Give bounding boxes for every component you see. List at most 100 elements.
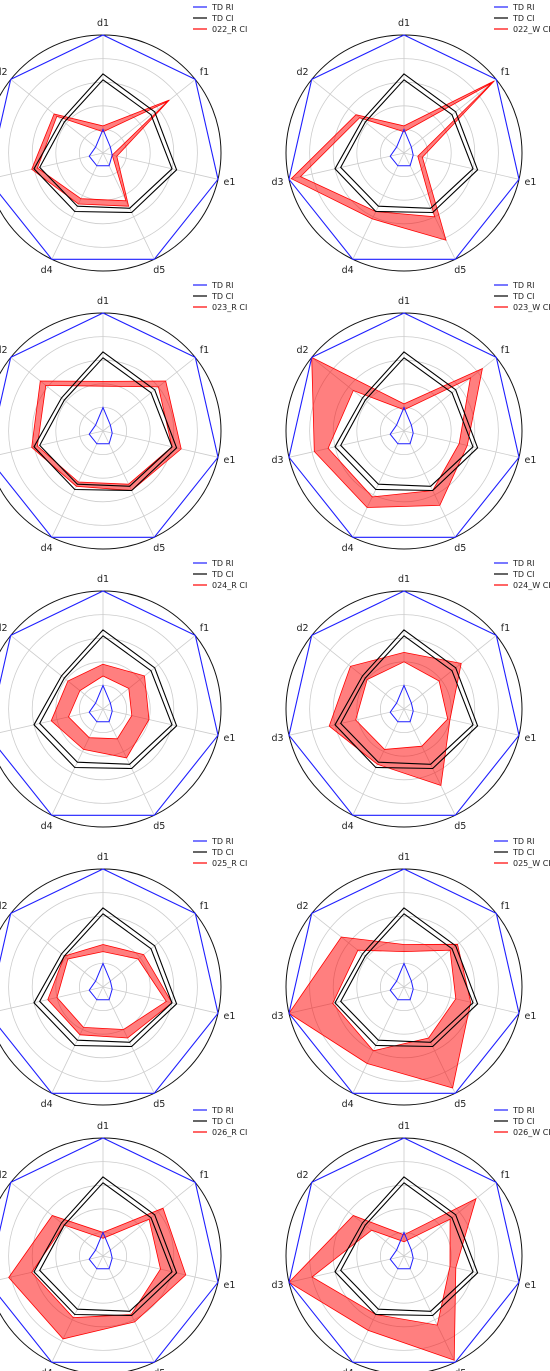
legend-label: TD RI (211, 281, 234, 290)
td-ci-upper (33, 1176, 178, 1317)
axis-label-d1: d1 (398, 574, 410, 585)
axis-label-d2: d2 (296, 901, 308, 912)
axis-label-d3: d3 (271, 177, 283, 188)
axis-label-d5: d5 (153, 821, 165, 832)
axis-label-e1: e1 (224, 1011, 236, 1022)
legend-label: TD CI (512, 848, 535, 857)
grid-spoke (0, 152, 104, 177)
axis-label-f1: f1 (200, 901, 209, 912)
td-ci-upper (33, 907, 178, 1048)
axis-label-d1: d1 (398, 296, 410, 307)
axis-label-d1: d1 (97, 18, 109, 29)
td-ri-outline (0, 1137, 219, 1363)
grid-spoke (102, 708, 155, 816)
grid-spoke (403, 1255, 520, 1283)
legend-label: 023_R CI (212, 303, 247, 312)
grid-spoke (102, 79, 196, 154)
grid-spoke (403, 79, 497, 154)
td-ri-inner (88, 684, 113, 723)
grid-spoke (0, 1255, 104, 1280)
axis-label-d4: d4 (342, 265, 354, 276)
axis-label-f1: f1 (501, 1170, 510, 1181)
ci-band (31, 99, 170, 207)
td-ri-outline (0, 34, 219, 260)
axis-label-d4: d4 (41, 1368, 53, 1371)
axis-label-f1: f1 (501, 623, 510, 634)
legend: TD RI TD CI 026_W CI (494, 1106, 550, 1137)
axis-label-d3: d3 (271, 1011, 283, 1022)
grid-spoke (102, 708, 219, 736)
td-ri-inner (389, 684, 414, 723)
legend: TD RI TD CI 024_W CI (494, 559, 550, 590)
td-ri-inner (389, 406, 414, 445)
grid-spoke (102, 913, 196, 988)
td-ri-inner (88, 128, 113, 167)
legend-label: 024_W CI (513, 581, 550, 590)
td-ci-upper (334, 73, 479, 214)
grid-spoke (288, 152, 405, 180)
axis-label-f1: f1 (200, 67, 209, 78)
ci-band (31, 380, 182, 491)
legend-label: 026_R CI (212, 1128, 247, 1137)
axis-label-d5: d5 (454, 821, 466, 832)
grid-spoke (0, 430, 104, 455)
td-ci-upper (334, 351, 479, 492)
axis-label-e1: e1 (525, 1011, 537, 1022)
radar-chart-5: d1 f1 e1 d5 d4 d3 d2 TD RI TD CI 024_W CI (271, 559, 550, 832)
td-ri-inner (88, 1231, 113, 1270)
td-ci-upper (334, 907, 479, 1048)
axis-label-d5: d5 (153, 265, 165, 276)
td-ri-outline (288, 34, 520, 260)
legend: TD RI TD CI 025_R CI (193, 837, 247, 868)
grid-spoke (102, 635, 196, 710)
axis-label-d3: d3 (271, 1280, 283, 1291)
grid-spoke (10, 635, 104, 710)
axis-label-e1: e1 (224, 455, 236, 466)
axis-label-f1: f1 (501, 345, 510, 356)
grid-spoke (0, 708, 104, 733)
axis-label-d5: d5 (454, 1368, 466, 1371)
legend-label: TD CI (211, 14, 234, 23)
legend: TD RI TD CI 023_W CI (494, 281, 550, 312)
td-ci-upper (33, 629, 178, 770)
axis-label-d5: d5 (454, 265, 466, 276)
td-ri-outline (0, 590, 219, 816)
td-ci-upper (334, 1176, 479, 1317)
legend-label: 022_R CI (212, 25, 247, 34)
grid-spoke (102, 986, 155, 1094)
axis-label-f1: f1 (200, 623, 209, 634)
legend-label: TD RI (211, 559, 234, 568)
axis-label-e1: e1 (224, 177, 236, 188)
grid-spoke (102, 357, 196, 432)
axis-label-d4: d4 (41, 821, 53, 832)
axis-label-d4: d4 (342, 543, 354, 554)
axis-label-d4: d4 (41, 265, 53, 276)
legend-label: TD CI (512, 14, 535, 23)
radar-chart-3: d1 f1 e1 d5 d4 d3 d2 TD RI TD CI 023_W CI (271, 281, 550, 554)
td-ci-lower (39, 913, 173, 1043)
axis-label-d1: d1 (398, 1121, 410, 1132)
td-ci-lower (39, 635, 173, 765)
legend-label: TD RI (211, 1106, 234, 1115)
radar-chart-7: d1 f1 e1 d5 d4 d3 d2 TD RI TD CI 025_W CI (271, 837, 550, 1110)
axis-label-e1: e1 (525, 455, 537, 466)
ci-band (290, 80, 495, 241)
grid-spoke (10, 357, 104, 432)
axis-label-d3: d3 (271, 455, 283, 466)
axis-label-d2: d2 (296, 345, 308, 356)
axis-label-d2: d2 (296, 67, 308, 78)
axis-label-d5: d5 (153, 1368, 165, 1371)
legend-label: TD CI (211, 1117, 234, 1126)
legend-label: 024_R CI (212, 581, 247, 590)
axis-label-d2: d2 (0, 901, 8, 912)
td-ri-outline (288, 1137, 520, 1363)
td-ci-lower (39, 1182, 173, 1312)
legend-label: 022_W CI (513, 25, 550, 34)
legend-label: TD RI (211, 837, 234, 846)
grid-spoke (403, 708, 520, 736)
axis-label-d2: d2 (0, 623, 8, 634)
legend-label: TD CI (512, 570, 535, 579)
